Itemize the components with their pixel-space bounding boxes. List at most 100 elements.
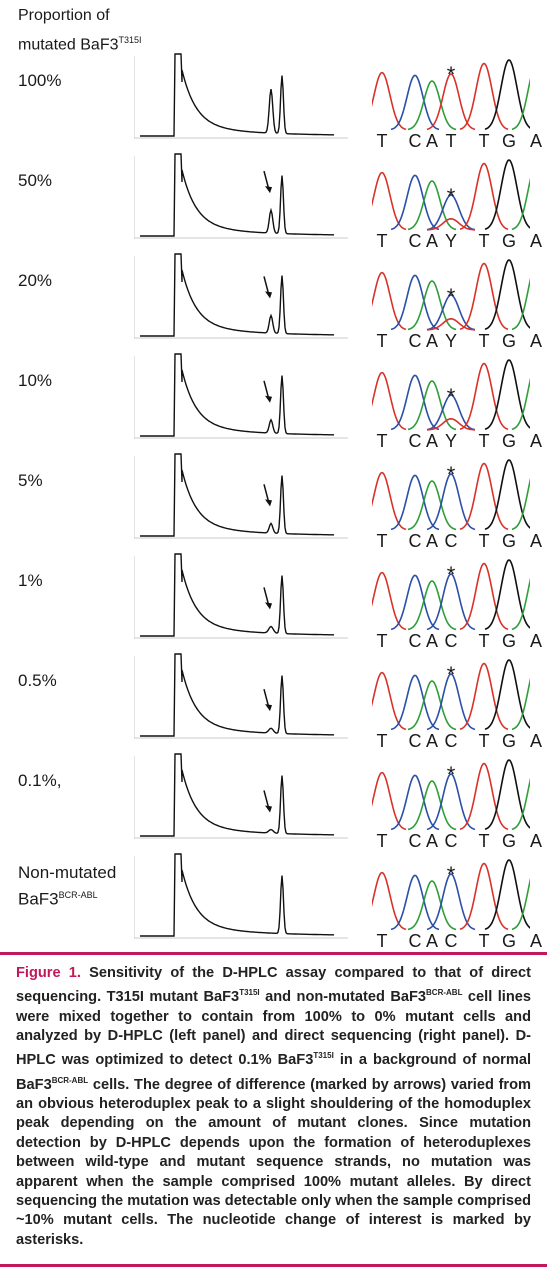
chromatogram-axes <box>134 56 348 139</box>
base-call: Y <box>444 331 458 351</box>
base-call: C <box>444 831 458 851</box>
base-call: T <box>376 531 388 551</box>
base-call: C <box>408 531 422 551</box>
trace-peak <box>372 271 407 331</box>
dhplc-chromatogram <box>134 253 348 339</box>
trace-peak <box>372 871 407 931</box>
trace-peak <box>372 471 407 531</box>
proportion-label: 10% <box>18 370 128 392</box>
proportion-label-text: 10% <box>18 371 53 390</box>
trace-peak <box>511 577 530 631</box>
base-call: A <box>425 931 439 951</box>
heteroduplex-arrow-icon <box>263 688 272 712</box>
chromatogram-axes <box>134 456 348 539</box>
base-call: A <box>529 131 543 151</box>
sequencing-trace <box>372 359 530 431</box>
base-call: C <box>444 631 458 651</box>
dhplc-chromatogram <box>134 153 348 239</box>
trace-peak <box>511 677 530 731</box>
base-call: C <box>408 731 422 751</box>
base-call: T <box>478 831 490 851</box>
trace-peak <box>390 574 440 631</box>
caption-sup-4: BCR-ABL <box>51 1075 89 1085</box>
chromatogram-trace <box>140 153 335 237</box>
base-call: T <box>376 431 388 451</box>
base-call: T <box>478 731 490 751</box>
sequencing-trace <box>372 759 530 831</box>
trace-peak <box>407 280 457 331</box>
trace-peak <box>511 177 530 231</box>
asterisk-marker: * <box>446 462 456 487</box>
trace-peak <box>426 294 476 331</box>
chromatogram-axes <box>134 156 348 239</box>
chromatogram-axes <box>134 756 348 839</box>
base-call: A <box>425 231 439 251</box>
dhplc-chromatogram <box>134 853 348 939</box>
chromatogram-trace <box>140 253 335 337</box>
base-call: T <box>376 131 388 151</box>
chromatogram-trace <box>140 753 335 837</box>
heteroduplex-arrow-icon <box>263 587 272 610</box>
dhplc-chromatogram <box>134 353 348 439</box>
caption-text-1: Sensitivity of the D-HPLC assay compared… <box>16 965 531 1006</box>
base-call: Y <box>444 431 458 451</box>
base-call: G <box>501 131 517 151</box>
proportion-label-text: 1% <box>18 571 43 590</box>
proportion-label-line2-text: BaF3 <box>18 889 59 909</box>
trace-peak <box>511 477 530 531</box>
base-call: C <box>408 431 422 451</box>
trace-peak <box>459 762 509 831</box>
base-call: T <box>376 931 388 951</box>
base-call: C <box>408 631 422 651</box>
proportion-label: 0.5% <box>18 670 128 692</box>
caption-text-4: in a background of normal BaF3 <box>16 1052 531 1093</box>
heteroduplex-arrow-icon <box>263 170 272 194</box>
base-call: T <box>376 831 388 851</box>
trace-peak <box>390 374 440 431</box>
base-call: T <box>478 531 490 551</box>
base-call: C <box>444 931 458 951</box>
trace-peak <box>484 659 530 730</box>
trace-peak <box>484 559 530 630</box>
proportion-label: 50% <box>18 170 128 192</box>
trace-peak <box>372 71 407 131</box>
panel-row: Non-mutated BaF3BCR-ABL T C A C T G A * <box>0 852 547 951</box>
proportion-label: 1% <box>18 570 128 592</box>
base-call: A <box>529 231 543 251</box>
base-call: C <box>408 931 422 951</box>
trace-peak <box>372 671 407 731</box>
asterisk-marker: * <box>446 862 456 887</box>
asterisk-marker: * <box>446 662 456 687</box>
trace-peak <box>390 774 440 831</box>
heteroduplex-arrow-icon <box>263 380 272 403</box>
asterisk-marker: * <box>446 284 456 309</box>
caption-text-5: cells. The degree of difference (marked … <box>16 1076 531 1248</box>
caption-sup-2: BCR-ABL <box>426 988 463 998</box>
trace-peak <box>484 759 530 830</box>
sequencing-trace <box>372 559 530 631</box>
base-call: G <box>501 631 517 651</box>
chromatogram-axes <box>134 656 348 739</box>
base-call: A <box>425 331 439 351</box>
figure-header: Proportion of mutated BaF3T315I <box>18 4 142 57</box>
trace-peak <box>372 771 407 831</box>
trace-peak <box>511 377 530 431</box>
trace-peak <box>407 680 457 731</box>
header-line2: mutated BaF3T315I <box>18 28 142 57</box>
base-call: C <box>444 531 458 551</box>
trace-peak <box>426 417 476 431</box>
proportion-label-text: 100% <box>18 71 62 90</box>
heteroduplex-arrow-icon <box>263 484 272 507</box>
trace-peak <box>390 74 440 131</box>
dhplc-chromatogram <box>134 453 348 539</box>
base-call: T <box>478 231 490 251</box>
chromatogram-axes <box>134 856 348 939</box>
asterisk-marker: * <box>446 562 456 587</box>
